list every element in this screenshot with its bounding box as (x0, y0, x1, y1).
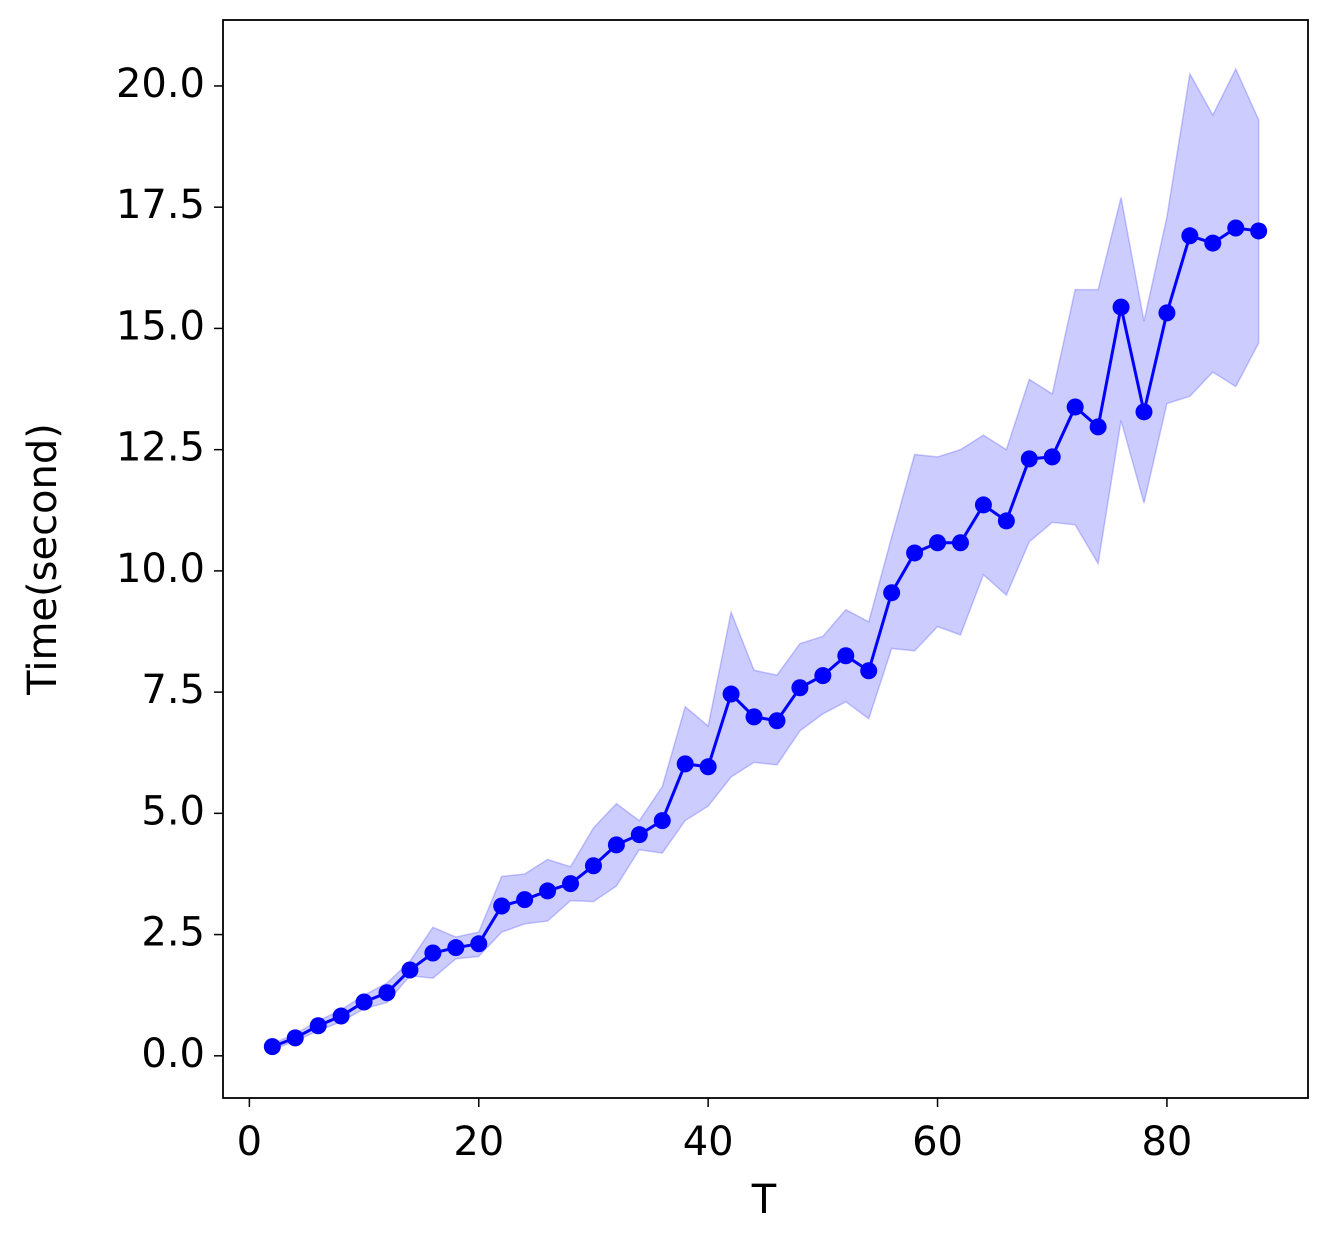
y-tick-label: 15.0 (116, 303, 205, 349)
y-tick-label: 5.0 (141, 788, 205, 834)
marker (332, 1007, 350, 1025)
marker (493, 897, 511, 915)
marker (470, 935, 488, 953)
marker (1066, 398, 1084, 416)
marker (951, 534, 969, 552)
marker (1020, 450, 1038, 468)
error-band (271, 67, 1260, 1051)
marker (860, 662, 878, 680)
marker (768, 712, 786, 730)
x-tick-label: 60 (912, 1119, 963, 1165)
marker (1158, 304, 1176, 322)
marker (1043, 448, 1061, 466)
marker (791, 679, 809, 697)
y-axis-label: Time(second) (20, 423, 66, 696)
marker (286, 1029, 304, 1047)
marker (814, 667, 832, 685)
marker (837, 647, 855, 665)
y-tick-label: 0.0 (141, 1031, 205, 1077)
y-tick-label: 10.0 (116, 546, 205, 592)
marker (745, 708, 763, 726)
marker (929, 534, 947, 552)
marker (997, 512, 1015, 530)
marker (607, 836, 625, 854)
y-tick-label: 17.5 (116, 182, 205, 228)
x-tick-label: 40 (683, 1119, 734, 1165)
marker (401, 961, 419, 979)
marker (263, 1038, 281, 1056)
x-axis-label: T (751, 1177, 777, 1223)
marker (378, 984, 396, 1002)
marker (1112, 298, 1130, 316)
marker (355, 993, 373, 1011)
x-tick-label: 0 (237, 1119, 262, 1165)
marker (906, 544, 924, 562)
marker (653, 812, 671, 830)
x-tick-label: 20 (453, 1119, 504, 1165)
marker (722, 685, 740, 703)
marker (1250, 222, 1268, 240)
marker (424, 944, 442, 962)
marker (630, 826, 648, 844)
marker (584, 857, 602, 875)
marker (539, 882, 557, 900)
marker (1135, 403, 1153, 421)
marker (516, 891, 534, 909)
marker (447, 939, 465, 957)
marker (562, 875, 580, 893)
y-tick-label: 2.5 (141, 910, 205, 956)
marker (1204, 234, 1222, 252)
marker (1089, 418, 1107, 436)
marker (676, 755, 694, 773)
marker (309, 1017, 327, 1035)
y-tick-label: 20.0 (116, 61, 205, 107)
marker (1181, 227, 1199, 245)
marker (883, 584, 901, 602)
marker (699, 758, 717, 776)
marker (1227, 219, 1245, 237)
x-tick-label: 80 (1141, 1119, 1192, 1165)
y-tick-label: 7.5 (141, 667, 205, 713)
y-tick-label: 12.5 (116, 425, 205, 471)
marker (974, 496, 992, 514)
plot-frame (222, 19, 1309, 1099)
